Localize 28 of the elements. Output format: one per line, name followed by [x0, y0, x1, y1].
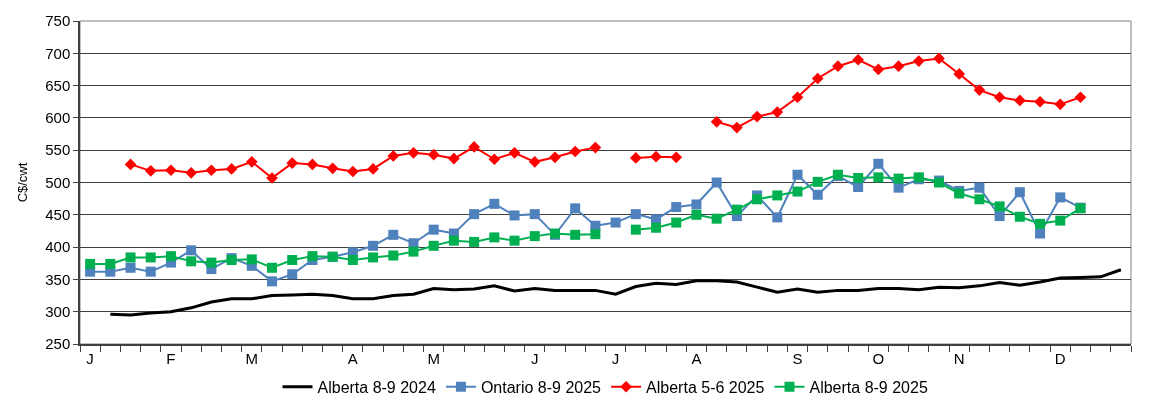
y-tick-label: 600 — [45, 109, 71, 127]
x-tick-label: O — [872, 349, 885, 367]
x-tick-label: S — [792, 349, 803, 367]
y-axis-title: C$/cwt — [14, 162, 30, 203]
legend-label: Alberta 8-9 2025 — [809, 378, 928, 396]
legend-label: Alberta 8-9 2024 — [317, 378, 436, 396]
y-tick-label: 400 — [45, 238, 71, 256]
y-tick-label: 750 — [45, 12, 71, 30]
x-tick-label: J — [86, 349, 94, 367]
y-tick-label: 650 — [45, 76, 71, 94]
x-tick-label: D — [1054, 349, 1066, 367]
y-tick-label: 700 — [45, 44, 71, 62]
legend-label: Alberta 5-6 2025 — [646, 378, 765, 396]
x-tick-label: M — [245, 349, 259, 367]
legend-label: Ontario 8-9 2025 — [480, 378, 602, 396]
y-tick-label: 300 — [45, 302, 71, 320]
y-tick-label: 450 — [45, 206, 71, 224]
x-tick-label: F — [166, 349, 176, 367]
x-tick-label: A — [691, 349, 702, 367]
x-tick-label: A — [347, 349, 358, 367]
y-tick-label: 500 — [45, 173, 71, 191]
x-tick-label: N — [953, 349, 965, 367]
y-tick-label: 550 — [45, 141, 71, 159]
x-tick-label: M — [427, 349, 440, 367]
y-tick-label: 250 — [45, 335, 71, 353]
x-tick-label: J — [531, 349, 539, 367]
y-tick-label: 350 — [45, 270, 71, 288]
x-tick-label: J — [611, 349, 620, 367]
